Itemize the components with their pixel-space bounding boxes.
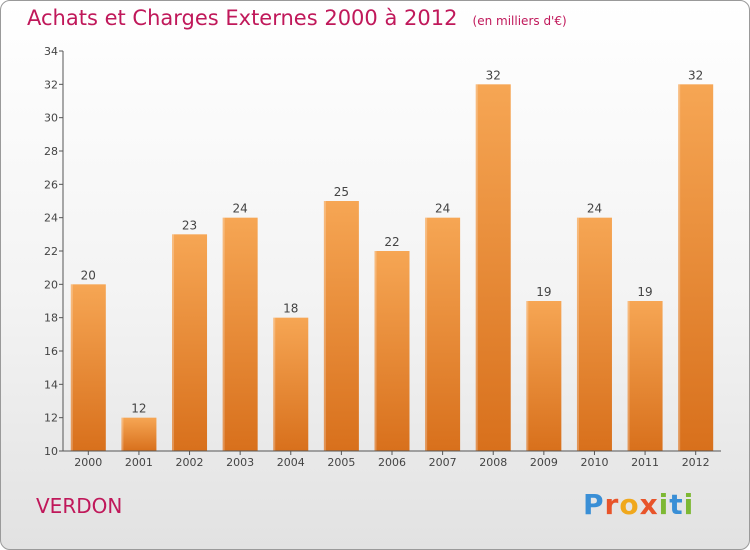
bar-highlight — [678, 84, 681, 451]
data-label-2006: 22 — [384, 235, 399, 249]
logo-letter: t — [669, 488, 684, 521]
bar-2001 — [121, 417, 157, 451]
bar-highlight — [273, 317, 276, 451]
axes: 10 12 14 16 18 20 22 24 26 28 30 32 34 2000 2001 2002 20… — [44, 45, 721, 469]
bars: 20 12 23 24 18 25 22 24 32 19 24 19 32 — [70, 68, 714, 451]
x-tick-label-2001: 2001 — [125, 456, 153, 469]
y-tick-label: 24 — [44, 212, 58, 225]
bar-highlight — [576, 217, 579, 451]
bar-highlight — [475, 84, 478, 451]
bar-highlight — [425, 217, 428, 451]
data-label-2002: 23 — [182, 218, 197, 232]
data-label-2005: 25 — [334, 185, 349, 199]
y-tick-label: 20 — [44, 278, 58, 291]
bar-highlight — [526, 301, 529, 451]
bar-highlight — [121, 417, 124, 451]
y-tick-label: 30 — [44, 112, 58, 125]
data-label-2011: 19 — [637, 285, 652, 299]
y-tick-label: 34 — [44, 45, 58, 58]
logo-letter: P — [583, 488, 605, 521]
chart-title-row: Achats et Charges Externes 2000 à 2012 (… — [27, 6, 567, 30]
x-tick-label-2007: 2007 — [429, 456, 457, 469]
bar-2002 — [172, 234, 208, 451]
data-label-2001: 12 — [131, 402, 146, 416]
bar-highlight — [627, 301, 630, 451]
data-label-2004: 18 — [283, 302, 298, 316]
y-tick-label: 22 — [44, 245, 58, 258]
y-tick-label: 32 — [44, 78, 58, 91]
x-tick-label-2005: 2005 — [327, 456, 355, 469]
bar-highlight — [323, 201, 326, 451]
bar-2006 — [374, 251, 410, 451]
bar-highlight — [172, 234, 175, 451]
bar-2003 — [222, 217, 258, 451]
x-tick-label-2000: 2000 — [74, 456, 102, 469]
y-tick-label: 28 — [44, 145, 58, 158]
logo-letter: r — [604, 488, 620, 521]
data-label-2010: 24 — [587, 202, 602, 216]
x-tick-label-2006: 2006 — [378, 456, 406, 469]
bar-2004 — [273, 317, 309, 451]
logo-letter: x — [639, 488, 659, 521]
bar-highlight — [222, 217, 225, 451]
logo-letter: i — [658, 488, 670, 521]
x-tick-label-2010: 2010 — [580, 456, 608, 469]
bar-highlight — [70, 284, 73, 451]
proxiti-logo[interactable]: Proxiti — [583, 488, 694, 521]
y-tick-label: 26 — [44, 178, 58, 191]
y-tick-label: 12 — [44, 412, 58, 425]
logo-letter: o — [619, 488, 640, 521]
bar-2010 — [576, 217, 612, 451]
logo-letter: i — [683, 488, 695, 521]
y-tick-label: 10 — [44, 445, 58, 458]
data-label-2009: 19 — [536, 285, 551, 299]
bar-2008 — [475, 84, 511, 451]
y-tick-label: 14 — [44, 378, 58, 391]
x-tick-label-2002: 2002 — [176, 456, 204, 469]
x-tick-label-2011: 2011 — [631, 456, 659, 469]
data-label-2007: 24 — [435, 202, 450, 216]
bar-highlight — [374, 251, 377, 451]
bar-2011 — [627, 301, 663, 451]
bar-2000 — [70, 284, 106, 451]
bar-2012 — [678, 84, 714, 451]
chart-unit-note: (en milliers d'€) — [472, 14, 567, 28]
y-tick-label: 16 — [44, 345, 58, 358]
data-label-2008: 32 — [486, 68, 501, 82]
x-tick-label-2004: 2004 — [277, 456, 305, 469]
x-tick-label-2009: 2009 — [530, 456, 558, 469]
y-tick-label: 18 — [44, 312, 58, 325]
bar-2005 — [323, 201, 359, 451]
x-tick-label-2003: 2003 — [226, 456, 254, 469]
data-label-2003: 24 — [233, 202, 248, 216]
chart-title: Achats et Charges Externes 2000 à 2012 — [27, 6, 458, 30]
bar-2009 — [526, 301, 562, 451]
x-tick-label-2008: 2008 — [479, 456, 507, 469]
data-label-2012: 32 — [688, 68, 703, 82]
bar-2007 — [425, 217, 461, 451]
data-label-2000: 20 — [81, 268, 96, 282]
x-tick-label-2012: 2012 — [682, 456, 710, 469]
commune-name: VERDON — [36, 494, 123, 518]
